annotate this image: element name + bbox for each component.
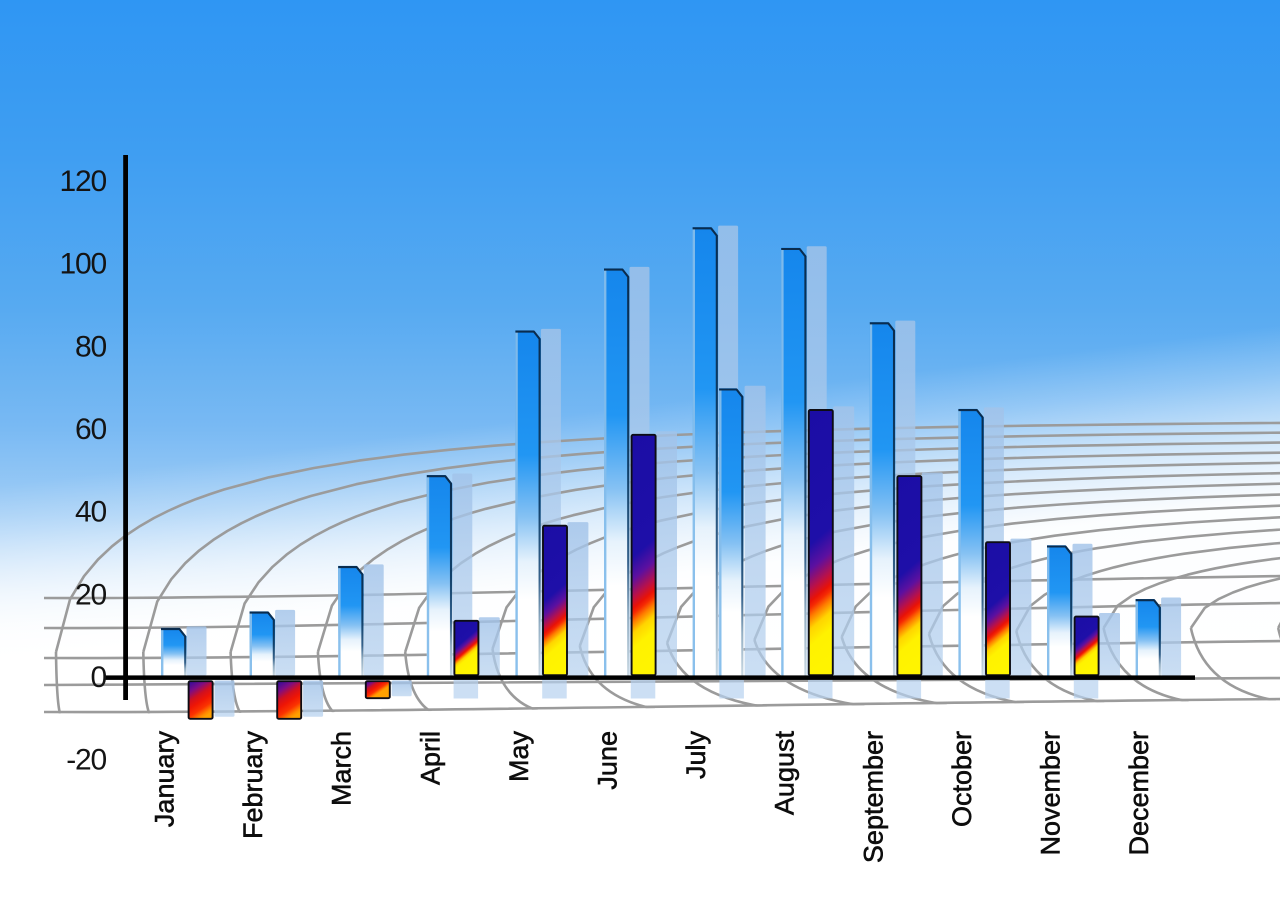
svg-text:October: October — [947, 731, 977, 827]
svg-text:August: August — [770, 731, 800, 816]
svg-text:June: June — [593, 731, 623, 790]
svg-text:January: January — [150, 731, 180, 828]
svg-text:100: 100 — [60, 248, 107, 281]
svg-text:September: September — [858, 731, 888, 863]
svg-text:-20: -20 — [66, 744, 106, 777]
svg-text:80: 80 — [75, 330, 106, 363]
svg-text:November: November — [1036, 731, 1066, 856]
svg-text:0: 0 — [91, 661, 107, 694]
svg-text:April: April — [415, 731, 445, 785]
svg-text:40: 40 — [75, 496, 106, 529]
svg-text:July: July — [681, 731, 711, 780]
svg-text:120: 120 — [60, 165, 107, 198]
svg-text:March: March — [327, 731, 357, 806]
svg-text:February: February — [238, 731, 268, 840]
svg-text:December: December — [1124, 731, 1154, 856]
svg-text:May: May — [504, 731, 534, 783]
svg-text:60: 60 — [75, 413, 106, 446]
svg-text:20: 20 — [75, 578, 106, 611]
